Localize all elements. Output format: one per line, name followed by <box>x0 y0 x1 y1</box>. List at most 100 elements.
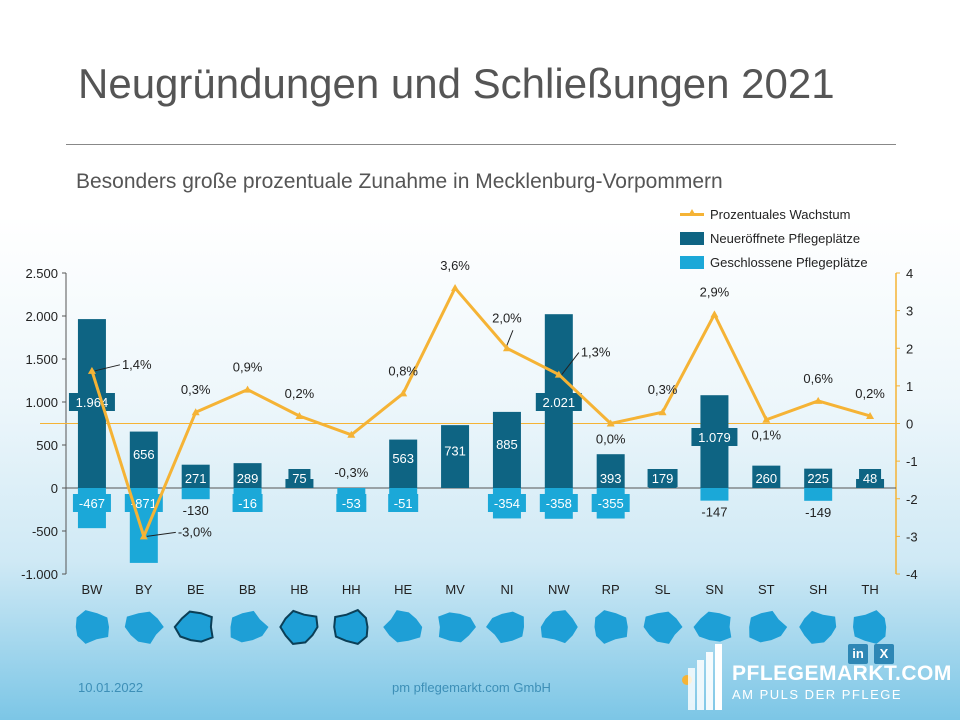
bar-label-closed: -147 <box>701 505 727 520</box>
growth-label: 0,9% <box>233 360 263 375</box>
y2-tick-label: 1 <box>906 379 913 394</box>
bar-closed <box>804 488 833 501</box>
growth-label: 1,4% <box>122 357 152 372</box>
bar-label-opened: 1.079 <box>698 430 731 445</box>
growth-label: 3,6% <box>440 258 470 273</box>
brand-name: PFLEGEMARKT.COM <box>732 662 952 685</box>
state-map-icon <box>383 610 423 643</box>
y-tick-label: 2.500 <box>25 266 58 281</box>
bar-label-closed: -871 <box>131 496 157 511</box>
growth-label: -3,0% <box>178 524 212 539</box>
bar-label-closed: -16 <box>238 496 257 511</box>
y2-tick-label: 4 <box>906 266 913 281</box>
y2-tick-label: -2 <box>906 492 918 507</box>
bar-opened <box>389 439 418 488</box>
bar-opened <box>441 425 470 488</box>
bar-label-opened: 393 <box>600 471 622 486</box>
state-map-icon <box>540 610 578 644</box>
linkedin-icon[interactable]: in <box>848 644 868 664</box>
bar-label-opened: 271 <box>185 471 207 486</box>
bar-label-opened: 225 <box>807 471 829 486</box>
page-title: Neugründungen und Schließungen 2021 <box>78 60 835 107</box>
growth-label: 2,0% <box>492 310 522 325</box>
state-map-icon <box>438 612 476 643</box>
bar-label-opened: 289 <box>237 471 259 486</box>
growth-label: 0,1% <box>751 428 781 443</box>
bar-label-bg <box>288 469 311 487</box>
growth-leader <box>94 364 121 372</box>
bar-closed <box>181 488 210 500</box>
growth-point <box>295 411 304 419</box>
legend-label-opened: Neueröffnete Pflegeplätze <box>710 230 861 246</box>
state-map-icon <box>333 608 369 645</box>
bar-label-opened: 179 <box>652 471 674 486</box>
bar-closed <box>233 488 262 497</box>
growth-label: -0,3% <box>334 465 368 480</box>
bar-label-closed: -51 <box>394 496 413 511</box>
bar-opened <box>233 463 262 488</box>
state-map-icon <box>486 611 524 644</box>
bar-label-bg <box>487 494 526 512</box>
x-tick-label: ST <box>758 582 775 597</box>
bar-label-bg <box>336 494 367 512</box>
growth-label: 0,8% <box>388 363 418 378</box>
growth-label: 0,0% <box>596 432 626 447</box>
x-tick-label: SL <box>655 582 671 597</box>
legend-swatch-growth <box>680 208 704 221</box>
xing-icon[interactable]: X <box>874 644 894 664</box>
state-map-icon <box>230 610 269 643</box>
bar-label-closed: -358 <box>546 496 572 511</box>
legend-label-closed: Geschlossene Pflegeplätze <box>710 254 868 270</box>
x-tick-label: HB <box>290 582 308 597</box>
bar-label-opened: 656 <box>133 447 155 462</box>
state-map-icon <box>594 610 628 644</box>
bar-label-closed: -355 <box>598 496 624 511</box>
bar-label-opened: 563 <box>392 451 414 466</box>
x-tick-label: TH <box>861 582 878 597</box>
legend-label-growth: Prozentuales Wachstum <box>710 206 851 222</box>
bar-label-closed: -149 <box>805 505 831 520</box>
bar-label-bg <box>859 469 882 487</box>
x-tick-label: SH <box>809 582 827 597</box>
x-tick-label: SN <box>705 582 723 597</box>
growth-label: 0,6% <box>803 371 833 386</box>
growth-point <box>866 411 875 419</box>
y2-tick-label: -3 <box>906 529 918 544</box>
growth-point <box>554 370 563 378</box>
y-tick-label: 2.000 <box>25 309 58 324</box>
growth-point <box>762 415 771 423</box>
growth-label: 1,3% <box>581 345 611 360</box>
legend-item-growth: Prozentuales Wachstum <box>680 202 868 226</box>
chart-subtitle: Besonders große prozentuale Zunahme in M… <box>76 170 723 193</box>
x-tick-label: BB <box>239 582 256 597</box>
bar-opened <box>492 411 521 488</box>
growth-leader <box>146 531 176 537</box>
bar-label-opened: 731 <box>444 444 466 459</box>
bar-label-bg <box>647 469 678 487</box>
bar-closed <box>700 488 729 501</box>
y-tick-label: 500 <box>36 438 58 453</box>
brand-bars-icon <box>682 644 722 710</box>
bar-label-bg <box>232 494 263 512</box>
legend-item-opened: Neueröffnete Pflegeplätze <box>680 226 868 250</box>
growth-point <box>658 408 667 416</box>
y-tick-label: 0 <box>51 481 58 496</box>
bar-label-bg <box>535 393 582 411</box>
state-map-icon <box>853 610 887 644</box>
growth-point <box>243 385 252 393</box>
bar-opened <box>752 465 781 488</box>
growth-point <box>139 532 148 540</box>
bar-label-closed: -53 <box>342 496 361 511</box>
x-tick-label: HH <box>342 582 361 597</box>
y2-tick-label: 3 <box>906 304 913 319</box>
state-map-icon <box>643 611 683 644</box>
growth-line <box>90 286 871 538</box>
y-tick-label: 1.500 <box>25 352 58 367</box>
growth-point <box>87 366 96 374</box>
growth-point <box>814 396 823 404</box>
chart-legend: Prozentuales Wachstum Neueröffnete Pfleg… <box>680 202 868 274</box>
bar-label-opened: 2.021 <box>543 395 576 410</box>
y2-tick-label: -4 <box>906 567 918 582</box>
state-map-icon <box>173 610 214 643</box>
y-tick-label: -1.000 <box>21 567 58 582</box>
